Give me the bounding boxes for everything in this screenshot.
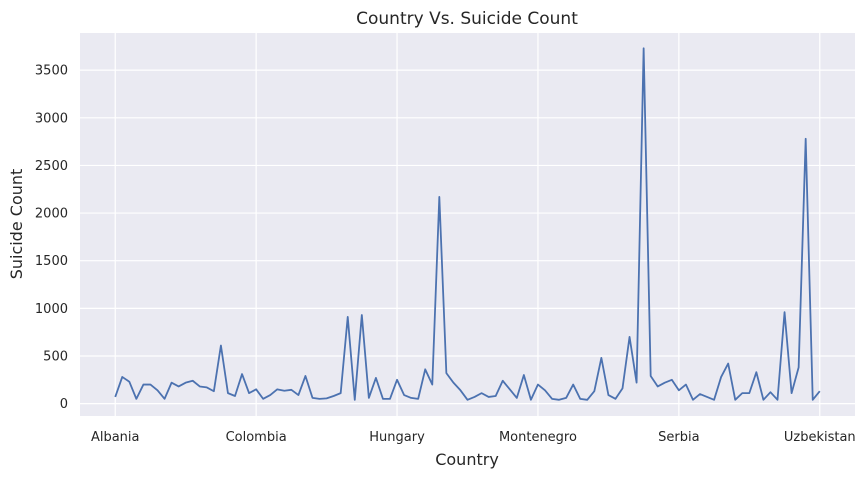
x-tick-label: Hungary [369, 430, 425, 445]
series-line [114, 47, 821, 401]
y-tick-label: 1000 [35, 302, 68, 317]
grid-lines [80, 33, 855, 416]
x-tick-label: Montenegro [499, 430, 577, 445]
y-tick-label: 500 [43, 349, 68, 364]
y-tick-label: 1500 [35, 254, 68, 269]
chart-title: Country Vs. Suicide Count [356, 9, 578, 29]
y-tick-labels: 0 500 1000 1500 2000 2500 3000 3500 [35, 64, 68, 412]
y-tick-label: 2000 [35, 207, 68, 222]
y-axis-label: Suicide Count [7, 169, 26, 280]
y-tick-label: 3000 [35, 111, 68, 126]
x-tick-labels: Albania Colombia Hungary Montenegro Serbia Uz… [91, 430, 856, 445]
plot-area [80, 33, 855, 416]
y-tick-label: 2500 [35, 159, 68, 174]
x-tick-label: Colombia [226, 430, 287, 445]
x-axis-label: Country [435, 450, 499, 469]
x-tick-label: Serbia [658, 430, 699, 445]
y-tick-label: 3500 [35, 64, 68, 79]
x-tick-label: Uzbekistan [784, 430, 856, 445]
x-tick-label: Albania [91, 430, 140, 445]
y-tick-label: 0 [60, 397, 68, 412]
